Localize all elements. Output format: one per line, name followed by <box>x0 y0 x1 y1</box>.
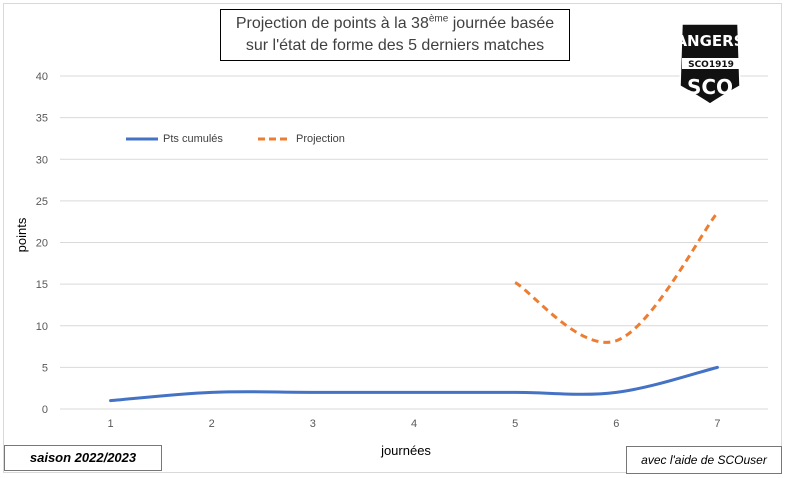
x-tick-3: 3 <box>310 418 316 430</box>
x-tick-1: 1 <box>108 418 114 430</box>
chart-frame <box>3 3 782 473</box>
y-tick-35: 35 <box>36 113 48 125</box>
chart-title: Projection de points à la 38ème journée … <box>220 9 570 61</box>
gridlines <box>60 75 768 410</box>
y-tick-25: 25 <box>36 196 48 208</box>
chart-title-line2: sur l'état de forme des 5 derniers match… <box>245 37 545 54</box>
logo-band-text: SCO1919 <box>688 60 734 70</box>
x-axis-title: journées <box>380 443 431 458</box>
credit-label: avec l'aide de SCOuser <box>626 446 782 474</box>
y-tick-0: 0 <box>42 404 48 416</box>
season-label: saison 2022/2023 <box>4 445 162 471</box>
series-line-pts-cumules <box>109 365 719 403</box>
y-tick-labels: 0 5 10 15 20 25 30 35 40 <box>36 71 48 416</box>
y-tick-5: 5 <box>42 362 48 374</box>
x-tick-2: 2 <box>209 418 215 430</box>
x-tick-5: 5 <box>512 418 518 430</box>
y-tick-15: 15 <box>36 279 48 291</box>
legend-label-projection: Projection <box>296 133 345 145</box>
y-tick-20: 20 <box>36 238 48 250</box>
legend: Pts cumulés Projection <box>126 133 345 145</box>
y-tick-30: 30 <box>36 154 48 166</box>
logo-bottom-text: SCO <box>687 75 733 99</box>
series-line-projection <box>514 211 719 344</box>
y-tick-10: 10 <box>36 321 48 333</box>
y-axis-title: points <box>14 217 29 252</box>
angers-sco-logo: ANGERS SCO1919 SCO <box>675 23 745 105</box>
x-tick-labels: 1 2 3 4 5 6 7 <box>108 418 721 430</box>
x-tick-6: 6 <box>613 418 619 430</box>
series-lines <box>109 211 719 403</box>
x-tick-7: 7 <box>714 418 720 430</box>
legend-label-pts-cumules: Pts cumulés <box>163 133 223 145</box>
chart-title-line1: Projection de points à la 38ème journée … <box>235 13 555 32</box>
y-tick-40: 40 <box>36 71 48 83</box>
logo-top-text: ANGERS <box>675 32 744 50</box>
x-tick-4: 4 <box>411 418 417 430</box>
